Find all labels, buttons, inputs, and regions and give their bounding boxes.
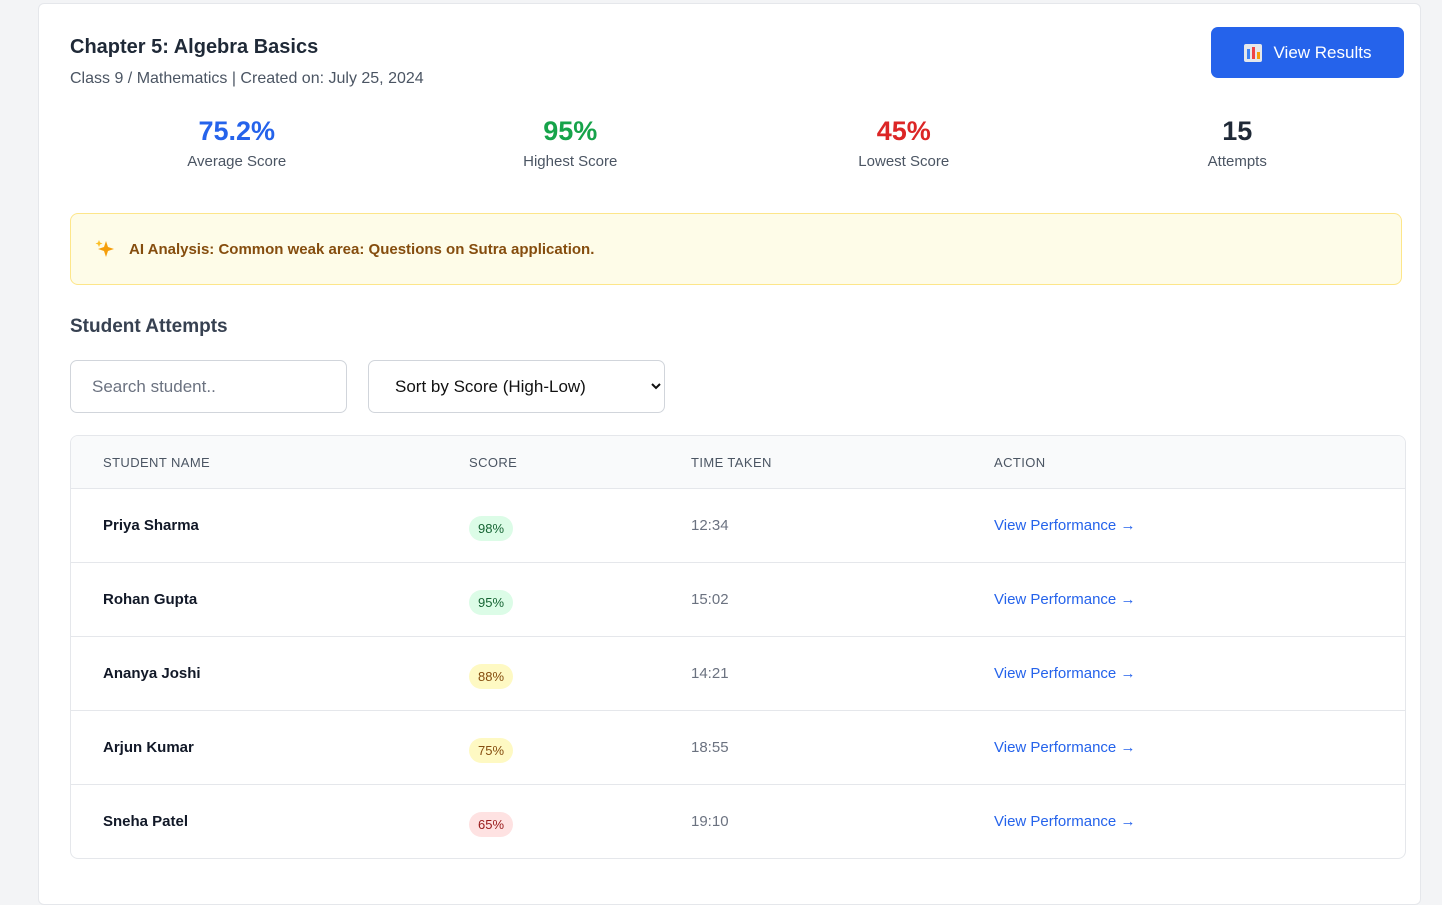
stat: 95% Highest Score [404,116,738,170]
quiz-title: Chapter 5: Algebra Basics [70,36,319,58]
view-performance-link[interactable]: View Performance → [994,665,1136,682]
score-cell: 75% [469,732,691,763]
view-performance-link[interactable]: View Performance → [994,813,1136,830]
table-row: Sneha Patel 65% 19:10 View Performance → [71,784,1405,858]
score-badge: 88% [469,664,514,689]
view-performance-link[interactable]: View Performance → [994,517,1136,534]
score-cell: 88% [469,658,691,689]
time-taken: 14:21 [691,665,729,682]
view-results-button[interactable]: View Results [1211,27,1404,78]
stat-value: 95% [543,116,598,146]
sort-select[interactable]: Sort by Score (High-Low) [368,360,665,413]
action-cell: View Performance → [994,739,1405,756]
results-card: Chapter 5: Algebra Basics Class 9 / Math… [38,3,1421,905]
stat: 45% Lowest Score [737,116,1071,170]
ai-analysis-text: AI Analysis: Common weak area: Questions… [129,240,595,258]
stat: 15 Attempts [1071,116,1405,170]
student-name: Sneha Patel [103,813,189,830]
stat-value: 45% [876,116,931,146]
chart-icon [1243,43,1262,62]
student-name: Priya Sharma [103,517,199,534]
time-taken: 19:10 [691,813,729,830]
stat-label: Average Score [187,153,287,170]
page: Quiz Results {"header": {"title": "Chapt… [38,3,1421,905]
time-taken: 18:55 [691,739,729,756]
stat-label: Highest Score [523,153,618,170]
student-name: Arjun Kumar [103,739,194,756]
column-header: SCORE [469,454,518,470]
section-title: Student Attempts [70,316,228,337]
table-row: Ananya Joshi 88% 14:21 View Performance → [71,636,1405,710]
attempts-table: STUDENT NAME SCORE TIME TAKEN ACTION Priya S… [70,435,1406,859]
time-taken: 12:34 [691,517,729,534]
view-performance-link[interactable]: View Performance → [994,739,1136,756]
table-header: STUDENT NAME SCORE TIME TAKEN ACTION [71,436,1405,488]
ai-analysis: AI Analysis: Common weak area: Questions… [70,213,1402,285]
stat: 75.2% Average Score [70,116,404,170]
body: Chapter 5: Algebra Basics Class 9 / Math… [38,3,1421,905]
column-header: TIME TAKEN [691,454,772,470]
student-name: Ananya Joshi [103,665,201,682]
stat-label: Lowest Score [858,153,950,170]
button-label: View Results [1273,42,1372,62]
score-cell: 98% [469,510,691,541]
search-input[interactable] [70,360,347,413]
score-cell: 65% [469,806,691,837]
action-cell: View Performance → [994,665,1405,682]
stat-value: 15 [1222,116,1253,146]
student-name: Rohan Gupta [103,591,198,608]
score-badge: 65% [469,812,514,837]
action-cell: View Performance → [994,517,1405,534]
sparkle-icon [95,240,114,257]
table-row: Rohan Gupta 95% 15:02 View Performance → [71,562,1405,636]
stat-label: Attempts [1207,153,1267,170]
stat-value: 75.2% [198,116,276,146]
score-cell: 95% [469,584,691,615]
table-row: Priya Sharma 98% 12:34 View Performance → [71,488,1405,562]
score-badge: 98% [469,516,514,541]
time-taken: 15:02 [691,591,729,608]
score-badge: 95% [469,590,514,615]
table-row: Arjun Kumar 75% 18:55 View Performance → [71,710,1405,784]
quiz-subtitle: Class 9 / Mathematics | Created on: July… [70,70,424,87]
stats-row: 75.2% Average Score 95% Highest Score 45% Low… [70,116,1404,170]
view-performance-link[interactable]: View Performance → [994,591,1136,608]
column-header: STUDENT NAME [103,454,211,470]
column-header: ACTION [994,454,1046,470]
action-cell: View Performance → [994,591,1405,608]
score-badge: 75% [469,738,514,763]
action-cell: View Performance → [994,813,1405,830]
